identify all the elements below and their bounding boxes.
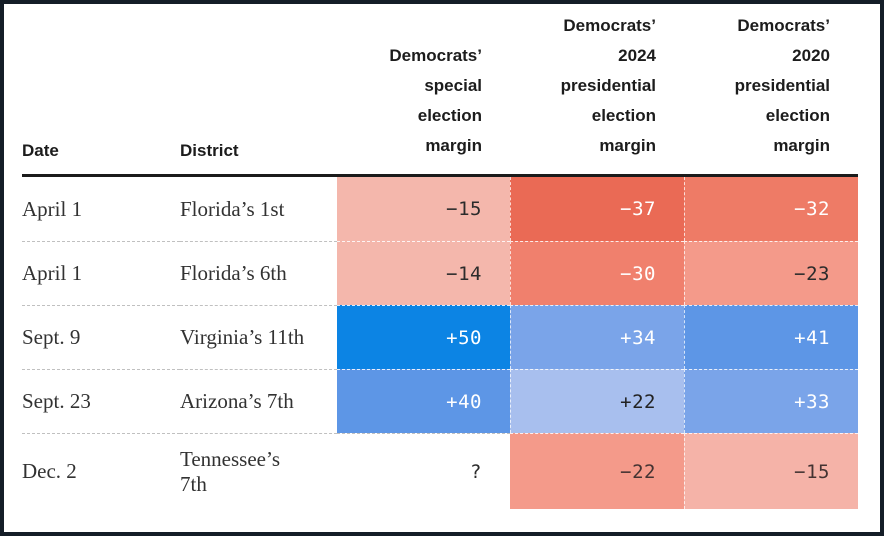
table-row: Dec. 2 Tennessee’s 7th ? −22 −15 — [22, 433, 858, 509]
column-header-label: Democrats’ 2020 presidential election ma… — [734, 16, 830, 155]
special-margin-cell: +40 — [337, 369, 510, 433]
district-label: Virginia’s 11th — [180, 325, 305, 350]
district-label: Florida’s 6th — [180, 261, 287, 286]
margin-2020-cell: +33 — [684, 369, 858, 433]
column-header-district: District — [180, 141, 239, 160]
margin-2024-cell: +34 — [510, 305, 684, 369]
column-header-2024-presidential-margin: Democrats’ 2024 presidential election ma… — [510, 11, 684, 174]
date-cell: Dec. 2 — [22, 433, 180, 509]
margin-2024-cell: −22 — [510, 433, 684, 509]
column-header-special-election-margin: Democrats’ special election margin — [337, 41, 510, 174]
margin-2024-cell: −37 — [510, 177, 684, 241]
margins-table: Date District Democrats’ special electio… — [22, 4, 858, 509]
district-cell: Florida’s 6th — [180, 241, 337, 305]
district-label: Florida’s 1st — [180, 196, 285, 221]
special-margin-cell: ? — [337, 433, 510, 509]
column-header-label: Democrats’ special election margin — [389, 46, 482, 155]
special-margin-cell: −15 — [337, 177, 510, 241]
date-cell: April 1 — [22, 241, 180, 305]
margin-2024-cell: +22 — [510, 369, 684, 433]
district-cell: Florida’s 1st — [180, 177, 337, 241]
margin-2020-cell: −15 — [684, 433, 858, 509]
column-header-2020-presidential-margin: Democrats’ 2020 presidential election ma… — [684, 11, 858, 174]
table-row: April 1 Florida’s 6th −14 −30 −23 — [22, 241, 858, 305]
district-cell: Virginia’s 11th — [180, 305, 337, 369]
table-row: Sept. 9 Virginia’s 11th +50 +34 +41 — [22, 305, 858, 369]
special-margin-cell: −14 — [337, 241, 510, 305]
district-label: Arizona’s 7th — [180, 389, 294, 414]
margin-2020-cell: −23 — [684, 241, 858, 305]
margin-2024-cell: −30 — [510, 241, 684, 305]
date-cell: Sept. 9 — [22, 305, 180, 369]
table-row: Sept. 23 Arizona’s 7th +40 +22 +33 — [22, 369, 858, 433]
margin-2020-cell: +41 — [684, 305, 858, 369]
column-header-label: Democrats’ 2024 presidential election ma… — [560, 16, 656, 155]
date-cell: April 1 — [22, 196, 83, 221]
table-header-row: Date District Democrats’ special electio… — [22, 4, 858, 177]
date-cell: Sept. 23 — [22, 369, 180, 433]
table-row: April 1 Florida’s 1st −15 −37 −32 — [22, 177, 858, 241]
district-cell: Arizona’s 7th — [180, 369, 337, 433]
district-cell: Tennessee’s 7th — [180, 433, 337, 509]
special-margin-cell: +50 — [337, 305, 510, 369]
district-label: Tennessee’s 7th — [180, 447, 280, 496]
column-header-date: Date — [22, 141, 59, 160]
margin-2020-cell: −32 — [684, 177, 858, 241]
